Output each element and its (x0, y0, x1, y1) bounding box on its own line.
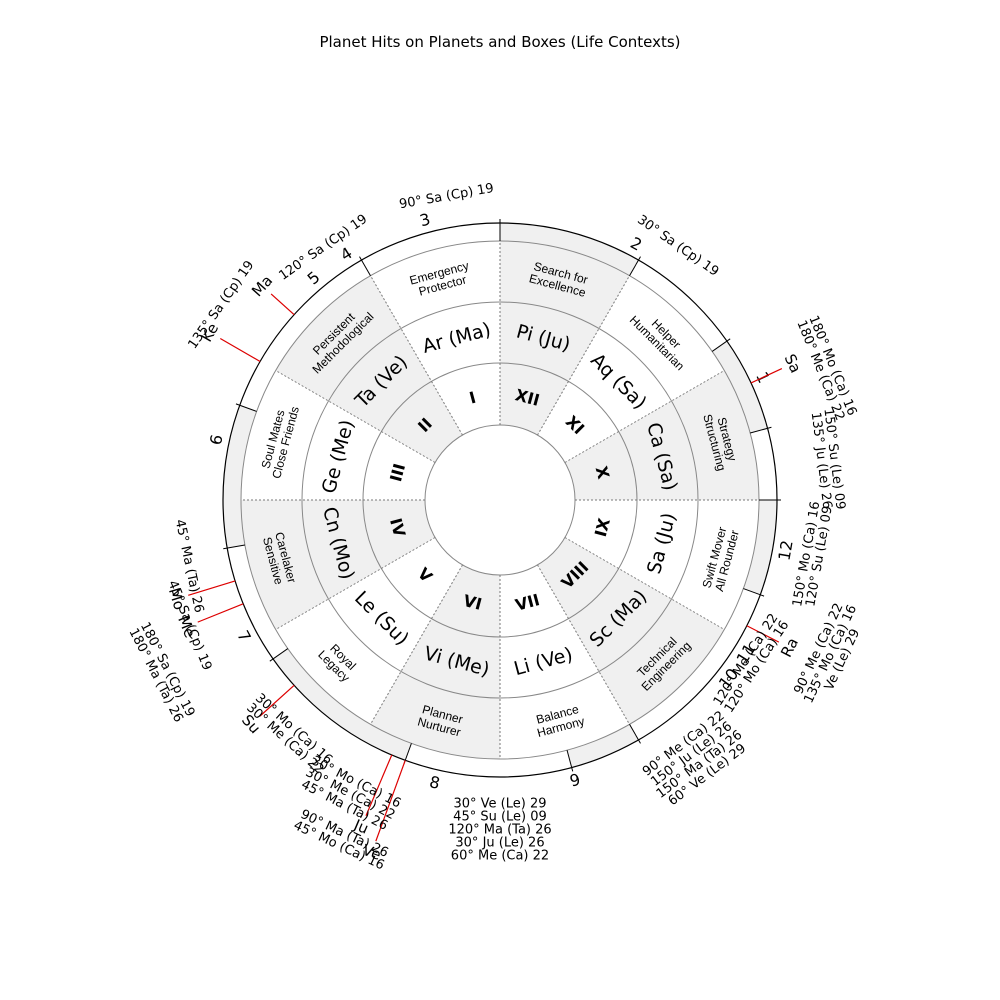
house-number-3: 3 (418, 209, 433, 230)
house-number-12: 12 (774, 539, 796, 562)
planet-line-ju (365, 754, 393, 816)
hit-label-30-ju-le-26: 30° Ju (Le) 26 (455, 836, 544, 851)
sector-fills (223, 223, 777, 768)
ring-198 (301, 301, 699, 699)
house-number-5: 5 (304, 267, 324, 288)
planet-label-ju: Ju (350, 815, 371, 837)
house-band-divider (223, 544, 246, 550)
sector-divider (275, 537, 436, 630)
sector-dividers (223, 219, 781, 772)
planet-label-ve: Ve (360, 841, 383, 864)
planet-line-ke (219, 337, 261, 363)
planet-label-mo: Mo (165, 586, 189, 612)
sector-vi-me (370, 564, 500, 759)
roman-numeral-i: I (467, 388, 478, 408)
house-band-segment (743, 500, 777, 595)
hit-label-120-ma-ta-26: 120° Ma (Ta) 26 (448, 823, 551, 838)
planet-line-su (259, 684, 295, 717)
sector-divider (537, 275, 630, 436)
house-number-7: 7 (233, 627, 255, 645)
sector-divider (564, 537, 725, 630)
house-band-segment (712, 341, 768, 433)
house-band-divider (235, 403, 257, 412)
roman-numeral-x: X (592, 464, 614, 481)
planet-label-sa: Sa (781, 351, 805, 376)
house-number-8: 8 (428, 772, 442, 793)
sector-aq-sa (537, 275, 725, 463)
house-number-4: 4 (337, 243, 356, 265)
hit-label-45-su-le-09: 45° Su (Le) 09 (453, 810, 547, 825)
sector-pi-ju (500, 241, 630, 436)
planet-line-ve (375, 760, 406, 842)
house-band-divider (359, 256, 371, 276)
house-band-segment (567, 724, 639, 768)
roman-numeral-iii: III (386, 461, 409, 483)
sector-cn-mo (241, 500, 436, 630)
sector-divider (537, 564, 630, 725)
planet-line-ra (746, 625, 780, 643)
house-band-divider (629, 724, 641, 744)
house-number-6: 6 (206, 433, 227, 447)
sector-sa-ju (564, 500, 759, 630)
sector-divider (370, 564, 463, 725)
house-band-segment (223, 405, 257, 549)
planet-line-sa (750, 368, 783, 384)
hit-label-60-me-ca-22: 60° Me (Ca) 22 (451, 849, 549, 864)
hit-label-90-sa-cp-19: 90° Sa (Cp) 19 (398, 181, 495, 212)
sector-sc-ma (537, 537, 725, 725)
sector-ca-sa (564, 370, 759, 500)
house-band-divider (711, 338, 731, 352)
sector-li-ve (500, 564, 630, 759)
house-band-divider (566, 750, 574, 772)
roman-numeral-iv: IV (386, 516, 409, 539)
planet-line-me (197, 603, 244, 623)
roman-numeral-vi: VI (461, 591, 484, 614)
sector-ar-ma (370, 241, 500, 436)
roman-numeral-ix: IX (591, 516, 614, 539)
hit-label-120-sa-cp-19: 120° Sa (Cp) 19 (276, 212, 370, 284)
hit-label-30-ve-le-29: 30° Ve (Le) 29 (453, 797, 546, 812)
chart-title: Planet Hits on Planets and Boxes (Life C… (319, 33, 681, 51)
planet-label-ma: Ma (248, 272, 276, 300)
house-band-divider (269, 648, 289, 662)
sector-ge-me (241, 370, 436, 500)
sector-ta-ve (275, 275, 463, 463)
hit-label-135-sa-cp-19: 135° Sa (Cp) 19 (186, 258, 258, 352)
planet-line-ma (270, 293, 295, 316)
house-band-segment (273, 648, 412, 761)
sector-le-su (275, 537, 463, 725)
house-band-divider (743, 588, 765, 597)
sector-divider (275, 370, 436, 463)
house-number-9: 9 (568, 770, 583, 791)
sector-divider (564, 370, 725, 463)
hit-label-30-sa-cp-19: 30° Sa (Cp) 19 (634, 212, 721, 279)
house-band-divider (750, 426, 772, 434)
house-number-2: 2 (627, 233, 645, 255)
house-band-divider (629, 256, 641, 276)
ring-75 (424, 424, 576, 576)
sector-divider (370, 275, 463, 436)
planet-line-mo (188, 580, 236, 596)
